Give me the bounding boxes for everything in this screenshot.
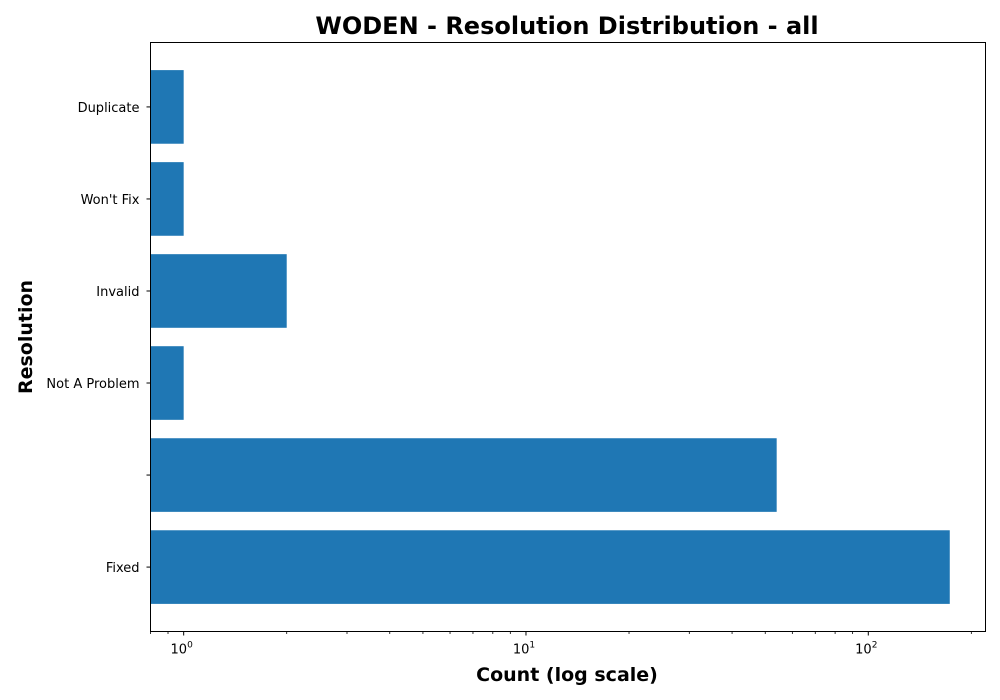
bar-invalid xyxy=(150,254,287,328)
bars-layer xyxy=(150,70,950,604)
y-tick-label: Fixed xyxy=(106,561,140,576)
y-tick-label: Duplicate xyxy=(78,101,140,116)
bar-won-t-fix xyxy=(150,162,184,236)
bar-unlabeled xyxy=(150,438,777,512)
plot-frame xyxy=(150,42,986,632)
x-tick-label: 100 xyxy=(171,641,194,658)
y-axis-label: Resolution xyxy=(15,280,37,394)
x-tick-label: 101 xyxy=(513,641,535,658)
y-tick-label: Invalid xyxy=(96,285,139,300)
chart-title: WODEN - Resolution Distribution - all xyxy=(315,12,818,40)
y-axis: Duplicate Won't Fix Invalid Not A Problem Fi… xyxy=(46,101,151,576)
x-tick-label: 102 xyxy=(855,641,877,658)
bar-duplicate xyxy=(150,70,184,144)
x-axis-label: Count (log scale) xyxy=(476,664,658,686)
y-tick-label: Won't Fix xyxy=(81,193,140,208)
bar-not-a-problem xyxy=(150,346,184,420)
bar-fixed xyxy=(150,530,950,604)
y-tick-label: Not A Problem xyxy=(46,377,139,392)
x-axis: 100 101 102 xyxy=(150,631,972,658)
